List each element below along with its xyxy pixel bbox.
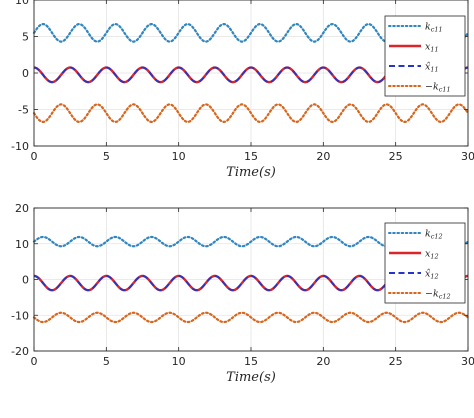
- x-tick-label: 0: [31, 355, 38, 368]
- y-tick-label: -20: [11, 345, 29, 358]
- x-tick-label: 20: [316, 150, 330, 163]
- series-line-4: [32, 103, 470, 123]
- legend-subscript: 12: [430, 273, 438, 281]
- x-tick-label: 10: [172, 355, 186, 368]
- legend-box: [384, 222, 466, 304]
- x-tick-label: 10: [172, 150, 186, 163]
- x-tick-label: 15: [244, 150, 258, 163]
- x-tick-label: 20: [316, 355, 330, 368]
- y-tick-label: -5: [18, 104, 29, 117]
- y-tick-label: -10: [11, 140, 29, 153]
- x-tick-label: 0: [31, 150, 38, 163]
- x-tick-label: 25: [389, 150, 403, 163]
- y-tick-label: 10: [15, 0, 29, 7]
- series-line-4: [32, 311, 470, 324]
- x-tick-label: 30: [461, 150, 474, 163]
- y-tick-label: 5: [22, 31, 29, 44]
- y-tick-label: 10: [15, 238, 29, 251]
- legend-subscript: c11: [439, 86, 451, 94]
- x-tick-label: 5: [103, 150, 110, 163]
- x-tick-label: 30: [461, 355, 474, 368]
- x-axis-label: Time(s): [226, 370, 276, 385]
- legend-subscript: c11: [431, 26, 443, 34]
- y-tick-label: -10: [11, 309, 29, 322]
- legend-subscript: 11: [430, 66, 438, 74]
- legend-subscript: 12: [430, 253, 438, 261]
- legend-subscript: c12: [439, 293, 451, 301]
- x-tick-label: 5: [103, 355, 110, 368]
- x-tick-label: 15: [244, 355, 258, 368]
- legend-subscript: c12: [431, 233, 443, 241]
- x-axis-label: Time(s): [226, 165, 276, 180]
- legend-box: [384, 15, 466, 97]
- chart-panel-1: 0 5 10 15 20 25 30 -10 -5 0 5 10 Time(s) kc11x11x̂11−…: [11, 0, 474, 180]
- legend-subscript: 11: [430, 46, 438, 54]
- y-tick-label: 0: [22, 274, 29, 287]
- chart-panel-2: 0 5 10 15 20 25 30 -20 -10 0 10 20 Time(s) kc12x12x̂1…: [11, 202, 474, 385]
- x-tick-label: 25: [389, 355, 403, 368]
- y-tick-label: 20: [15, 202, 29, 215]
- y-tick-label: 0: [22, 67, 29, 80]
